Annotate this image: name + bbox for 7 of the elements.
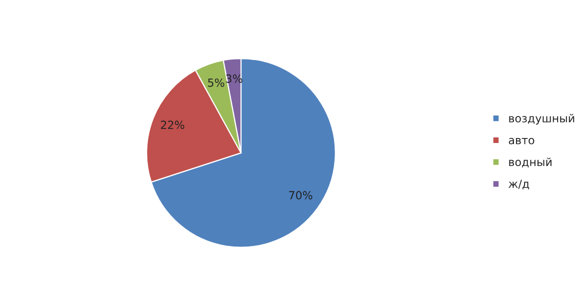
data-label: 5% [208, 78, 224, 87]
data-label: 70% [289, 191, 312, 200]
legend-label: воздушный [509, 114, 574, 125]
data-label: 22% [161, 120, 184, 130]
legend-label: ж/д [508, 180, 530, 190]
legend-label: авто [508, 138, 534, 144]
legend-label: водный [509, 158, 552, 168]
